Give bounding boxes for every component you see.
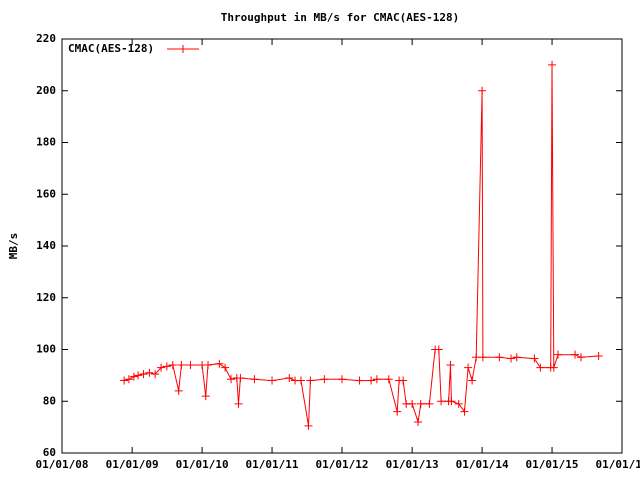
- point-marker: [129, 372, 138, 381]
- point-marker: [227, 375, 236, 384]
- y-tick-label: 120: [36, 291, 56, 304]
- point-marker: [454, 399, 463, 408]
- point-marker: [268, 376, 277, 385]
- y-tick-label: 80: [43, 394, 56, 407]
- x-tick-label: 01/01/13: [386, 458, 439, 471]
- point-marker: [478, 353, 487, 362]
- point-marker: [250, 375, 259, 384]
- point-marker: [234, 399, 243, 408]
- point-marker: [204, 361, 213, 370]
- point-marker: [215, 359, 224, 368]
- point-marker: [151, 370, 160, 379]
- point-marker: [530, 354, 539, 363]
- point-marker: [408, 399, 417, 408]
- point-marker: [139, 370, 148, 379]
- chart-title: Throughput in MB/s for CMAC(AES-128): [221, 11, 459, 24]
- point-marker: [576, 353, 585, 362]
- point-marker: [174, 386, 183, 395]
- point-marker: [320, 375, 329, 384]
- legend-label: CMAC(AES-128): [68, 42, 154, 55]
- y-tick-label: 160: [36, 187, 56, 200]
- point-marker: [464, 363, 473, 372]
- point-marker: [186, 361, 195, 370]
- point-marker: [393, 407, 402, 416]
- point-marker: [145, 368, 154, 377]
- point-marker: [201, 392, 210, 401]
- point-marker: [399, 376, 408, 385]
- point-marker: [460, 407, 469, 416]
- x-tick-label: 01/01/12: [316, 458, 369, 471]
- point-marker: [120, 376, 129, 385]
- point-marker: [285, 373, 294, 382]
- point-marker: [124, 375, 133, 384]
- point-marker: [304, 421, 313, 430]
- point-marker: [416, 399, 425, 408]
- point-marker: [236, 373, 245, 382]
- y-tick-label: 60: [43, 446, 56, 459]
- point-marker: [221, 363, 230, 372]
- point-marker: [168, 361, 177, 370]
- point-marker: [512, 353, 521, 362]
- point-marker: [437, 397, 446, 406]
- y-tick-label: 180: [36, 136, 56, 149]
- point-marker: [367, 376, 376, 385]
- point-marker: [434, 345, 443, 354]
- point-marker: [472, 353, 481, 362]
- point-marker: [177, 361, 186, 370]
- point-marker: [157, 363, 166, 372]
- y-tick-label: 140: [36, 239, 56, 252]
- point-marker: [594, 351, 603, 360]
- x-tick-label: 01/01/09: [106, 458, 159, 471]
- y-tick-label: 200: [36, 84, 56, 97]
- point-marker: [134, 371, 143, 380]
- point-marker: [296, 376, 305, 385]
- point-marker: [355, 376, 364, 385]
- point-marker: [372, 375, 381, 384]
- y-tick-label: 100: [36, 343, 56, 356]
- x-tick-label: 01/01/14: [456, 458, 509, 471]
- x-tick-label: 01/01/08: [36, 458, 89, 471]
- point-marker: [306, 376, 315, 385]
- x-tick-label: 01/01/11: [246, 458, 299, 471]
- point-marker: [446, 361, 455, 370]
- point-marker: [414, 417, 423, 426]
- x-tick-label: 01/01/10: [176, 458, 229, 471]
- point-marker: [468, 376, 477, 385]
- y-axis-label: MB/s: [7, 233, 20, 260]
- x-tick-label: 01/01/15: [526, 458, 579, 471]
- point-marker: [425, 399, 434, 408]
- point-marker: [553, 350, 562, 359]
- point-marker: [549, 363, 558, 372]
- point-marker: [162, 362, 171, 371]
- point-marker: [548, 60, 557, 69]
- point-marker: [384, 375, 393, 384]
- x-tick-label: 01/01/16: [596, 458, 640, 471]
- legend-swatch: [179, 45, 187, 53]
- point-marker: [507, 354, 516, 363]
- point-marker: [478, 86, 487, 95]
- point-marker: [338, 375, 346, 384]
- point-marker: [536, 363, 545, 372]
- point-marker: [571, 350, 580, 359]
- y-tick-label: 220: [36, 32, 56, 45]
- point-marker: [447, 397, 456, 406]
- point-marker: [495, 353, 504, 362]
